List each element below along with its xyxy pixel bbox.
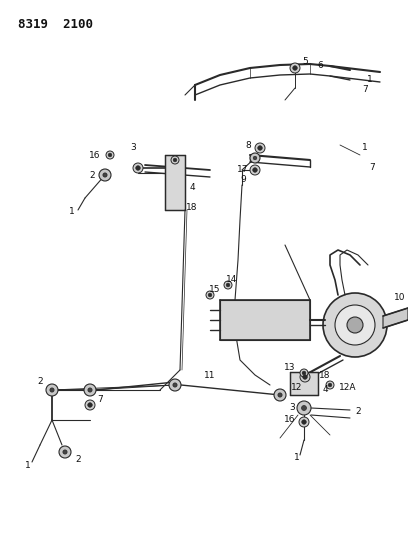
Circle shape [303, 375, 307, 379]
Circle shape [326, 381, 334, 389]
Circle shape [133, 163, 143, 173]
Text: 13: 13 [284, 364, 296, 373]
Circle shape [106, 151, 114, 159]
Circle shape [46, 384, 58, 396]
Circle shape [323, 293, 387, 357]
Text: 16: 16 [284, 416, 296, 424]
Text: 2: 2 [355, 408, 361, 416]
Text: 1: 1 [367, 76, 373, 85]
Circle shape [224, 281, 232, 289]
Circle shape [302, 420, 306, 424]
Text: 1: 1 [294, 454, 300, 463]
Text: 18: 18 [186, 204, 198, 213]
Circle shape [258, 146, 262, 150]
Text: 15: 15 [209, 286, 221, 295]
Circle shape [99, 169, 111, 181]
Circle shape [85, 400, 95, 410]
Polygon shape [383, 308, 408, 328]
Text: 3: 3 [289, 403, 295, 413]
Circle shape [328, 383, 332, 387]
Circle shape [169, 379, 181, 391]
Circle shape [299, 417, 309, 427]
Circle shape [171, 156, 179, 164]
Text: 7: 7 [362, 85, 368, 94]
Text: 12A: 12A [339, 384, 357, 392]
Circle shape [136, 166, 140, 170]
Circle shape [253, 168, 257, 172]
Text: 2: 2 [89, 171, 95, 180]
Polygon shape [290, 372, 318, 395]
Circle shape [84, 384, 96, 396]
Circle shape [173, 383, 177, 387]
Text: 1: 1 [25, 461, 31, 470]
Circle shape [59, 446, 71, 458]
Text: 3: 3 [130, 143, 136, 152]
Text: 18: 18 [319, 370, 331, 379]
Circle shape [206, 291, 214, 299]
Circle shape [103, 173, 107, 177]
Circle shape [293, 66, 297, 70]
Circle shape [88, 388, 92, 392]
Text: 5: 5 [302, 58, 308, 67]
Circle shape [302, 371, 306, 375]
Circle shape [274, 389, 286, 401]
Text: 7: 7 [97, 395, 103, 405]
Circle shape [173, 158, 177, 162]
Circle shape [300, 372, 310, 382]
Text: 7: 7 [369, 164, 375, 173]
Text: 6: 6 [317, 61, 323, 69]
Circle shape [255, 143, 265, 153]
Polygon shape [220, 300, 310, 340]
Circle shape [50, 388, 54, 392]
Text: 17: 17 [237, 166, 249, 174]
Text: 14: 14 [226, 276, 238, 285]
Text: 16: 16 [89, 150, 101, 159]
Text: 1: 1 [362, 143, 368, 152]
Circle shape [250, 165, 260, 175]
Circle shape [208, 293, 212, 297]
Circle shape [347, 317, 363, 333]
Text: 4: 4 [322, 385, 328, 394]
Polygon shape [165, 155, 185, 210]
Circle shape [300, 369, 308, 377]
Text: 4: 4 [189, 183, 195, 192]
Text: 9: 9 [240, 175, 246, 184]
Text: 2: 2 [37, 377, 43, 386]
Circle shape [88, 403, 92, 407]
Circle shape [302, 406, 306, 410]
Circle shape [108, 153, 112, 157]
Text: 2: 2 [75, 456, 81, 464]
Circle shape [335, 305, 375, 345]
Text: 1: 1 [69, 207, 75, 216]
Circle shape [278, 393, 282, 397]
Circle shape [290, 63, 300, 73]
Circle shape [63, 450, 67, 454]
Text: 8: 8 [245, 141, 251, 149]
Circle shape [250, 153, 260, 163]
Text: 11: 11 [204, 370, 216, 379]
Text: 8319  2100: 8319 2100 [18, 18, 93, 31]
Circle shape [253, 156, 257, 160]
Circle shape [297, 401, 311, 415]
Text: 12: 12 [291, 384, 303, 392]
Text: 10: 10 [394, 294, 406, 303]
Circle shape [226, 283, 230, 287]
